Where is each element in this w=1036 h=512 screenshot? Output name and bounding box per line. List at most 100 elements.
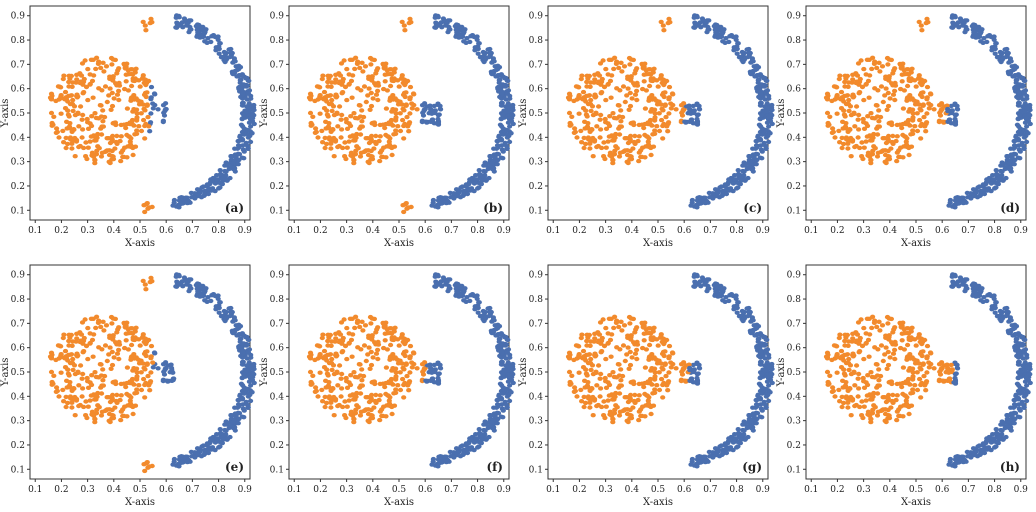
data-point [432,15,438,20]
data-point [926,101,932,106]
data-point [204,299,210,304]
data-point [359,367,365,372]
data-point [89,114,95,119]
data-point [112,57,118,63]
data-point [81,90,87,95]
data-point [393,390,399,395]
data-point [887,120,893,126]
data-point [148,379,154,384]
data-point [892,88,898,94]
data-point [93,66,99,72]
data-point [666,84,673,90]
data-point [222,427,228,433]
data-point [846,108,852,114]
x-tick-label: 0.6 [677,226,692,236]
data-point [569,114,575,120]
data-point [455,22,461,28]
panel-label: (a) [225,201,244,215]
data-point [406,129,412,134]
data-point [502,343,509,348]
data-point [109,90,115,96]
data-point [109,103,116,109]
y-tick-label: 0.5 [529,109,544,119]
data-point [654,361,661,366]
data-point [343,156,349,162]
data-point [650,76,656,81]
data-point [248,383,254,388]
data-point [111,379,117,385]
x-tick-label: 0.7 [185,226,200,236]
y-tick-label: 0.4 [11,133,26,143]
data-point [472,48,478,53]
data-point [952,23,958,28]
x-axis-title: X-axis [125,238,155,249]
data-point [857,90,863,95]
data-point [108,107,114,113]
data-point [122,86,128,92]
data-point [597,320,604,325]
data-point [146,205,152,210]
data-point [445,29,451,35]
data-point [861,97,867,103]
data-point [96,375,102,380]
data-point [407,370,413,375]
data-point [407,120,413,125]
y-tick-label: 0.7 [270,60,285,70]
data-point [823,95,830,100]
data-point [95,61,101,66]
x-tick-label: 0.3 [339,485,354,495]
x-tick-label: 0.9 [497,226,512,236]
data-point [348,409,354,414]
data-point [876,60,882,65]
y-tick-label: 0.7 [787,60,802,70]
data-point [605,398,611,403]
data-point [357,324,363,330]
data-point [116,356,122,362]
data-point [306,95,313,100]
data-point [603,97,609,103]
data-point [87,139,93,144]
x-tick-label: 0.5 [133,485,148,495]
data-point [201,31,208,36]
data-point [325,79,331,85]
data-point [580,89,587,95]
data-point [92,134,98,140]
y-tick-label: 0.8 [270,36,285,46]
data-point [720,188,726,194]
data-point [326,360,333,366]
y-tick-label: 0.3 [529,158,544,168]
y-tick-label: 0.1 [270,465,284,475]
data-point [144,362,150,367]
data-point [924,96,930,102]
data-point [47,354,54,359]
data-point [62,106,69,111]
data-point [357,154,364,159]
data-point [385,393,391,398]
data-point [375,347,381,353]
x-tick-label: 0.9 [238,485,253,495]
data-point [972,190,978,195]
data-point [491,59,497,64]
data-point [368,154,375,159]
data-point [603,404,609,409]
data-point [883,76,889,82]
x-tick-label: 0.6 [159,226,174,236]
data-point [886,133,892,139]
data-point [504,135,510,140]
data-point [757,86,763,91]
data-point [75,370,81,375]
data-point [114,330,120,335]
data-point [63,404,69,410]
data-point [731,34,737,40]
data-point [587,343,593,348]
data-point [668,101,674,106]
data-point [714,190,720,195]
data-point [476,185,482,190]
data-point [348,114,354,119]
data-point [476,427,482,432]
data-point [336,330,342,335]
data-point [853,80,859,86]
y-tick-label: 0.5 [270,109,285,119]
data-point [143,28,149,33]
data-point [107,160,113,166]
